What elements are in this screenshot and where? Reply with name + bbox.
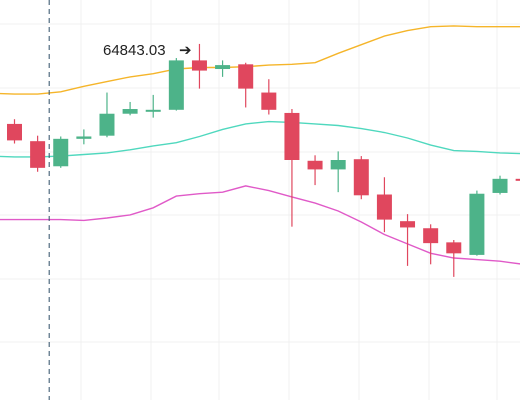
candle-body-down — [446, 242, 462, 254]
candle-body-down — [423, 228, 439, 244]
annotation-arrow-icon: ➔ — [179, 42, 192, 59]
price-annotation: 64843.03 ➔ — [103, 42, 192, 59]
candle-body-up — [215, 65, 231, 70]
candle-body-down — [284, 112, 300, 160]
candles-group — [7, 43, 520, 277]
candle-body-up — [99, 113, 115, 136]
bollinger-bands — [0, 25, 520, 265]
candle-body-down — [353, 159, 369, 196]
candle-body-up — [168, 60, 184, 110]
candle-body-down — [191, 60, 207, 71]
candle-body-down — [376, 194, 392, 220]
candle-body-down — [261, 92, 277, 110]
candle-body-up — [76, 136, 92, 139]
candle-body-down — [307, 160, 323, 170]
candle-body-down — [238, 64, 254, 89]
candle-body-up — [53, 138, 69, 167]
annotation-value: 64843.03 — [103, 42, 166, 59]
candle-body-up — [469, 193, 485, 255]
candle-body-down — [30, 141, 46, 168]
candle-body-down — [515, 178, 520, 181]
candle-body-up — [122, 109, 138, 114]
candle-body-down — [7, 123, 22, 141]
candle-body-up — [330, 160, 346, 170]
candle-body-up — [492, 178, 508, 193]
candle-body-up — [145, 109, 161, 112]
candle-body-down — [400, 221, 416, 228]
upper-band-line — [0, 25, 520, 95]
lower-band-line — [0, 185, 520, 265]
